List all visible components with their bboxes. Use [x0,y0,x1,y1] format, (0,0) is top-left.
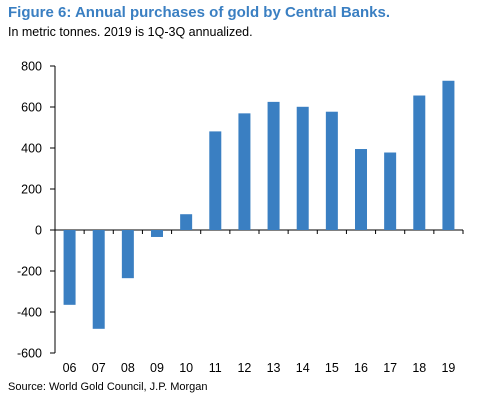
x-tick-label: 10 [179,361,193,375]
x-tick-label: 12 [237,361,251,375]
x-tick-label: 07 [92,361,106,375]
x-tick-label: 14 [296,361,310,375]
bar-06 [63,230,76,305]
y-tick-label: 800 [21,60,42,74]
x-tick-label: 19 [441,361,455,375]
bar-10 [180,214,193,230]
bar-13 [267,101,280,230]
bar-18 [413,95,426,231]
bar-07 [92,230,105,329]
y-tick-label: 600 [21,101,42,115]
x-tick-label: 13 [267,361,281,375]
bar-16 [355,149,367,230]
chart-title: Figure 6: Annual purchases of gold by Ce… [8,4,391,21]
x-tick-label: 09 [150,361,164,375]
chart-source: Source: World Gold Council, J.P. Morgan [8,381,208,393]
y-tick-label: 400 [21,142,42,156]
x-tick-label: 08 [121,361,135,375]
y-tick-label: -600 [17,347,42,361]
bar-19 [442,80,455,230]
bar-09 [151,230,163,237]
x-tick-label: 06 [63,361,77,375]
y-tick-label: 0 [35,224,42,238]
chart-subtitle: In metric tonnes. 2019 is 1Q-3Q annualiz… [8,25,253,39]
bar-15 [325,111,338,230]
bar-12 [238,113,251,230]
x-tick-label: 18 [412,361,426,375]
bar-14 [296,106,309,230]
bar-11 [209,131,222,230]
y-tick-label: -200 [17,265,42,279]
x-tick-label: 17 [383,361,397,375]
bar-08 [121,230,134,279]
x-tick-label: 11 [209,361,222,375]
y-tick-label: 200 [21,183,42,197]
y-tick-label: -400 [17,306,42,320]
x-tick-label: 15 [325,361,339,375]
bar-17 [384,152,397,230]
x-tick-label: 16 [354,361,368,375]
